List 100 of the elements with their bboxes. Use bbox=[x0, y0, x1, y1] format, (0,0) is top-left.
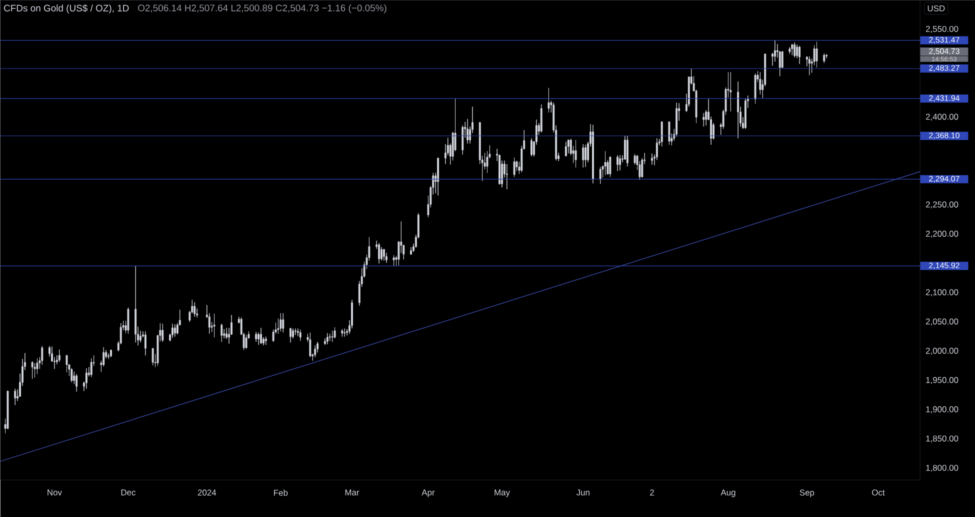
candlestick bbox=[466, 118, 469, 144]
candlestick bbox=[144, 331, 146, 356]
y-tick-label: 2,000.00 bbox=[926, 348, 958, 355]
candlestick bbox=[213, 314, 216, 338]
candlestick bbox=[282, 312, 284, 333]
candlestick bbox=[730, 72, 732, 112]
candlestick bbox=[540, 104, 542, 133]
candlestick bbox=[90, 358, 92, 378]
candlestick bbox=[66, 355, 68, 373]
candlestick bbox=[110, 349, 112, 358]
y-tick-label: 2,050.00 bbox=[926, 318, 958, 326]
x-tick-label: Dec bbox=[121, 490, 136, 496]
y-tick-label: 2,200.00 bbox=[926, 230, 958, 238]
candlestick bbox=[344, 328, 346, 337]
candlestick bbox=[592, 124, 594, 184]
x-tick-label: 2024 bbox=[198, 490, 216, 496]
candlestick bbox=[194, 302, 196, 318]
y-tick-label: 1,800.00 bbox=[926, 464, 958, 472]
candlestick bbox=[599, 166, 602, 184]
candlestick bbox=[744, 98, 746, 130]
candlestick bbox=[70, 368, 73, 383]
chart-subtitle: O2,506.14 H2,507.64 L2,500.89 C2,504.73 −1.16 (−0.05%) bbox=[138, 4, 386, 14]
candlestick bbox=[619, 155, 622, 171]
candlestick bbox=[140, 330, 142, 343]
y-axis-title: USD bbox=[928, 5, 945, 12]
candlestick bbox=[676, 102, 678, 137]
candlestick bbox=[788, 46, 791, 54]
y-tick-label: 1,900.00 bbox=[926, 406, 958, 414]
candlestick bbox=[823, 53, 826, 64]
candlestick bbox=[290, 328, 292, 343]
candlestick bbox=[309, 332, 312, 358]
candlestick bbox=[574, 140, 577, 168]
candlestick bbox=[660, 121, 663, 147]
x-tick-label: Sep bbox=[800, 490, 814, 498]
candlestick bbox=[791, 44, 794, 56]
candlestick bbox=[36, 358, 38, 374]
candlestick bbox=[14, 388, 16, 406]
y-tick-label: 1,850.00 bbox=[926, 436, 958, 443]
candlestick bbox=[604, 150, 606, 176]
candlestick bbox=[548, 88, 550, 113]
candlestick bbox=[462, 125, 464, 155]
candlestick bbox=[127, 307, 130, 334]
candlestick bbox=[382, 248, 385, 261]
candlestick bbox=[609, 156, 612, 178]
candlestick bbox=[567, 139, 570, 154]
candlestick bbox=[385, 252, 388, 264]
candlestick bbox=[513, 157, 516, 178]
y-tick-label: 2,400.00 bbox=[926, 114, 958, 121]
x-tick-label: May bbox=[494, 490, 510, 498]
candlestick bbox=[152, 348, 154, 366]
candlestick bbox=[41, 346, 44, 365]
candlestick bbox=[76, 374, 78, 392]
candlestick bbox=[774, 40, 776, 62]
candlestick bbox=[616, 155, 619, 172]
candlestick bbox=[162, 324, 164, 342]
candlestick bbox=[737, 81, 740, 139]
candlestick bbox=[108, 353, 110, 360]
candlestick bbox=[410, 246, 412, 255]
x-tick-label: Jun bbox=[576, 490, 590, 496]
candlestick bbox=[582, 144, 584, 168]
candlestick bbox=[380, 246, 382, 261]
candlestick bbox=[255, 332, 258, 342]
x-tick-label: Aug bbox=[720, 490, 736, 498]
candlestick bbox=[808, 56, 810, 76]
candlestick bbox=[341, 328, 344, 337]
x-tick-label: Apr bbox=[422, 490, 435, 498]
candlestick bbox=[334, 327, 336, 339]
candlestick bbox=[437, 157, 440, 196]
candlestick bbox=[220, 324, 223, 342]
candlestick bbox=[260, 328, 262, 344]
candlestick bbox=[754, 73, 756, 104]
x-tick-label: Feb bbox=[274, 490, 288, 496]
candlestick bbox=[31, 360, 34, 380]
candlestick bbox=[264, 336, 267, 346]
x-tick-label: Nov bbox=[48, 490, 62, 496]
candlestick bbox=[58, 349, 60, 362]
candlestick bbox=[530, 138, 532, 157]
candlestick bbox=[172, 324, 174, 338]
candlestick bbox=[564, 142, 567, 157]
candlestick bbox=[294, 328, 296, 336]
candlestick bbox=[668, 121, 670, 145]
candlestick bbox=[299, 329, 302, 341]
candlestick bbox=[326, 332, 328, 345]
x-tick-label: 2 bbox=[650, 490, 654, 496]
candlestick bbox=[506, 164, 508, 190]
candlestick bbox=[328, 333, 331, 341]
candlestick bbox=[6, 390, 9, 430]
candlestick bbox=[392, 255, 395, 266]
x-tick-label: Oct bbox=[872, 490, 885, 496]
candlestick bbox=[331, 330, 334, 342]
candlestick bbox=[245, 334, 248, 350]
candlestick bbox=[280, 312, 282, 332]
candlestick bbox=[378, 242, 380, 264]
candlestick bbox=[314, 345, 316, 358]
candlestick bbox=[816, 41, 818, 68]
y-tick-label: 2,550.00 bbox=[926, 26, 958, 33]
chart-title: CFDs on Gold (US$ / OZ), 1D bbox=[4, 4, 129, 14]
y-tick-label: 1,950.00 bbox=[926, 377, 958, 384]
candlestick bbox=[794, 42, 796, 58]
candlestick bbox=[759, 72, 762, 95]
